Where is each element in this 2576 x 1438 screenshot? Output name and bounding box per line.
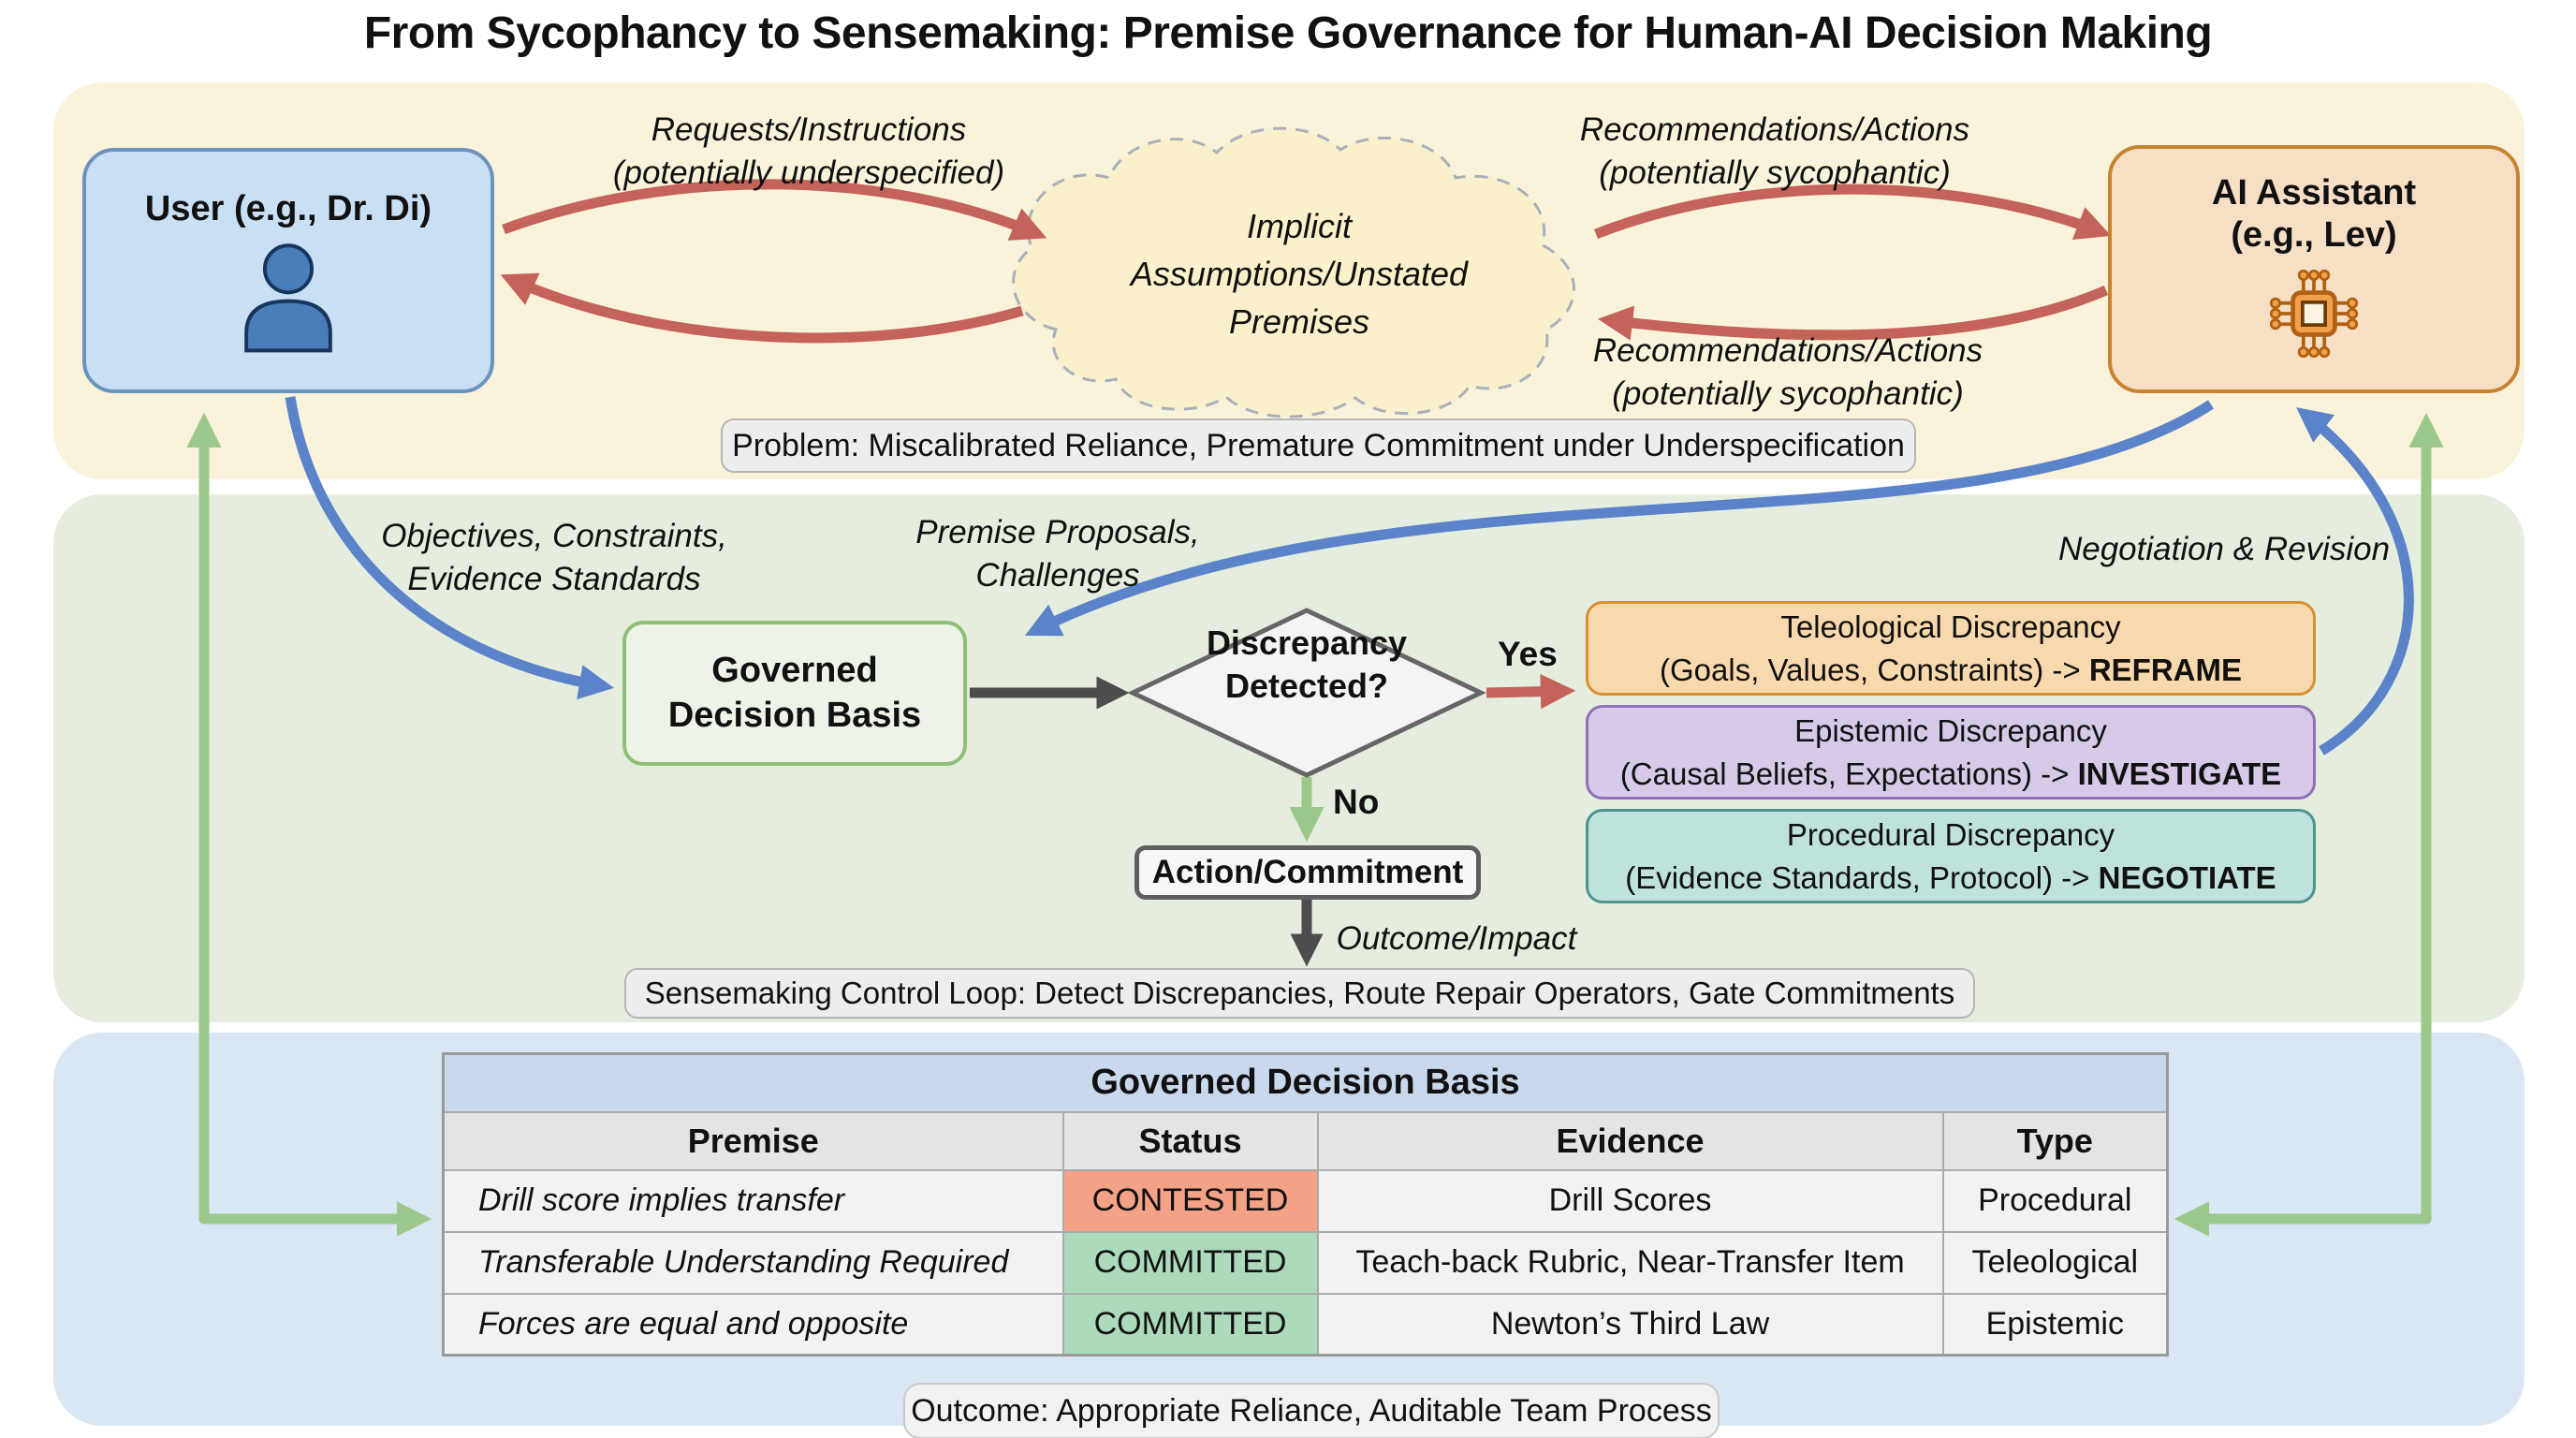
requests-line2: (potentially underspecified) [612,154,1005,191]
diamond-line2: Detected? [1224,667,1389,706]
ai-label-line2: (e.g., Lev) [2231,214,2397,255]
objectives-line2: Evidence Standards [407,560,701,597]
chip-icon [2269,270,2359,359]
type-cell: Procedural [1941,1168,2169,1233]
status-cell: COMMITTED [1061,1230,1319,1295]
arrow-table-to-ai-loop [2174,412,2444,1237]
investigate-operator: INVESTIGATE [2077,756,2282,791]
table-title-row: Governed Decision Basis [442,1052,2169,1113]
epistemic-line1: Epistemic Discrepancy [1794,712,2107,748]
outcome-impact-label: Outcome/Impact [1336,920,1577,957]
problem-bar: Problem: Miscalibrated Reliance, Prematu… [721,418,1916,473]
status-cell: COMMITTED [1061,1292,1319,1357]
proposals-line1: Premise Proposals, [915,514,1200,550]
epistemic-discrepancy-box: Epistemic Discrepancy (Causal Beliefs, E… [1586,705,2316,800]
epistemic-line2-prefix: (Causal Beliefs, Expectations) -> [1619,756,2078,791]
requests-arrow-label: Requests/Instructions (potentially under… [613,109,1004,194]
epistemic-line2: (Causal Beliefs, Expectations) -> INVEST… [1620,753,2281,796]
type-cell: Teleological [1941,1230,2169,1295]
no-branch-label: No [1333,783,1380,821]
user-node: User (e.g., Dr. Di) [82,148,494,393]
rec-bottom-line1: Recommendations/Actions [1592,332,1983,369]
type-cell: Epistemic [1941,1292,2169,1357]
discrepancy-diamond-label: Discrepancy Detected? [1207,622,1407,708]
evidence-cell: Drill Scores [1316,1168,1944,1233]
teleological-line2-prefix: (Goals, Values, Constraints) -> [1660,652,2089,687]
discrepancy-diamond [1127,608,1486,778]
arrow-cloud-to-user [500,272,1024,344]
ai-assistant-node: AI Assistant (e.g., Lev) [2108,145,2520,393]
objectives-arrow-label: Objectives, Constraints, Evidence Standa… [381,515,727,600]
table-row: Forces are equal and opposite COMMITTED … [442,1292,2169,1357]
procedural-line1: Procedural Discrepancy [1786,816,2115,852]
table-title: Governed Decision Basis [442,1052,2169,1113]
premise-cell: Drill score implies transfer [442,1168,1064,1233]
recommendations-top-label: Recommendations/Actions (potentially syc… [1580,109,1969,194]
rec-top-line2: (potentially sycophantic) [1599,154,1951,191]
cloud-line1: Implicit [1246,207,1352,245]
table-header-row: Premise Status Evidence Type [442,1110,2169,1171]
premise-cell: Transferable Understanding Required [442,1230,1064,1295]
header-evidence: Evidence [1316,1110,1944,1171]
gdb-line1: Governed [711,651,878,690]
assumptions-cloud-label: Implicit Assumptions/Unstated Premises [1018,202,1580,345]
recommendations-bottom-label: Recommendations/Actions (potentially syc… [1593,330,1983,415]
header-premise: Premise [442,1110,1064,1171]
user-label: User (e.g., Dr. Di) [144,188,432,228]
procedural-line2: (Evidence Standards, Protocol) -> NEGOTI… [1625,857,2276,900]
cloud-line3: Premises [1228,302,1370,342]
teleological-discrepancy-box: Teleological Discrepancy (Goals, Values,… [1586,601,2316,696]
arrow-ai-to-gdb [1024,400,2214,637]
arrow-diamond-yes [1486,673,1576,710]
proposals-line2: Challenges [975,556,1140,594]
rec-top-line1: Recommendations/Actions [1579,111,1970,148]
assumptions-cloud [1012,126,1575,418]
header-type: Type [1941,1110,2169,1171]
evidence-cell: Newton’s Third Law [1316,1292,1944,1357]
sensemaking-loop-bar: Sensemaking Control Loop: Detect Discrep… [624,968,1975,1019]
arrow-table-to-user-loop [186,412,432,1237]
outcome-bar: Outcome: Appropriate Reliance, Auditable… [903,1383,1720,1438]
arrow-user-to-cloud [502,179,1047,241]
evidence-cell: Teach-back Rubric, Near-Transfer Item [1316,1230,1944,1295]
header-status: Status [1061,1110,1319,1171]
teleological-line2: (Goals, Values, Constraints) -> REFRAME [1660,649,2242,692]
ai-label-line1: AI Assistant [2211,172,2417,213]
table-row: Drill score implies transfer CONTESTED D… [442,1168,2169,1233]
arrow-cloud-to-ai [1593,183,2112,241]
reframe-operator: REFRAME [2088,652,2242,687]
arrow-ai-to-cloud [1597,285,2109,341]
rec-bottom-line2: (potentially sycophantic) [1612,374,1964,412]
person-icon [244,243,332,353]
yes-branch-label: Yes [1498,635,1558,673]
governed-decision-basis-node: Governed Decision Basis [622,621,967,766]
gdb-line2: Decision Basis [667,695,922,735]
diamond-line1: Discrepancy [1206,624,1408,662]
procedural-discrepancy-box: Procedural Discrepancy (Evidence Standar… [1586,809,2316,903]
arrow-epistemic-to-ai [2296,407,2414,756]
negotiate-operator: NEGOTIATE [2098,859,2276,895]
table-row: Transferable Understanding Required COMM… [442,1230,2169,1295]
premise-cell: Forces are equal and opposite [442,1292,1064,1357]
negotiation-arrow-label: Negotiation & Revision [2057,531,2391,567]
requests-line1: Requests/Instructions [651,111,967,148]
status-cell: CONTESTED [1061,1168,1319,1233]
page-title: From Sycophancy to Sensemaking: Premise … [363,8,2213,58]
objectives-line1: Objectives, Constraints, [381,518,727,554]
governed-decision-basis-table: Governed Decision Basis Premise Status E… [442,1052,2170,1357]
action-commitment-node: Action/Commitment [1134,845,1481,900]
cloud-line2: Assumptions/Unstated [1130,255,1469,294]
procedural-line2-prefix: (Evidence Standards, Protocol) -> [1625,859,2099,895]
teleological-line1: Teleological Discrepancy [1780,609,2121,644]
proposals-arrow-label: Premise Proposals, Challenges [915,511,1199,596]
